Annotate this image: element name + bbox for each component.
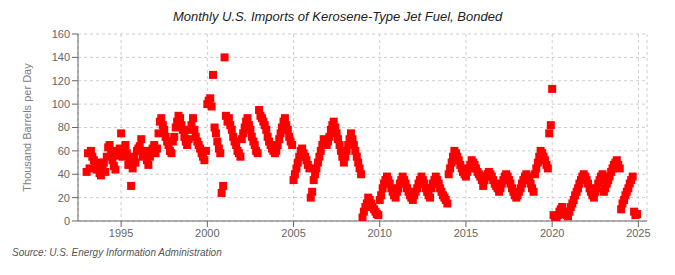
svg-text:100: 100: [52, 98, 70, 110]
svg-text:2010: 2010: [368, 227, 392, 239]
svg-text:2000: 2000: [195, 227, 219, 239]
html-text:Source: U.S. Energy Informatio: Source: U.S. Energy Information Administ…: [12, 247, 222, 258]
svg-text:Thousand Barrels per Day: Thousand Barrels per Day: [21, 63, 33, 192]
svg-text:160: 160: [52, 28, 70, 40]
svg-text:2025: 2025: [626, 227, 650, 239]
svg-text:2005: 2005: [281, 227, 305, 239]
svg-text:0: 0: [64, 215, 70, 227]
svg-text:60: 60: [58, 145, 70, 157]
svg-text:1995: 1995: [109, 227, 133, 239]
svg-text:80: 80: [58, 121, 70, 133]
svg-text:120: 120: [52, 75, 70, 87]
svg-text:2015: 2015: [454, 227, 478, 239]
html-text:Monthly U.S. Imports of Kerose: Monthly U.S. Imports of Kerosene-Type Je…: [172, 9, 503, 24]
svg-text:20: 20: [58, 192, 70, 204]
svg-text:2020: 2020: [540, 227, 564, 239]
svg-text:140: 140: [52, 51, 70, 63]
svg-text:40: 40: [58, 168, 70, 180]
